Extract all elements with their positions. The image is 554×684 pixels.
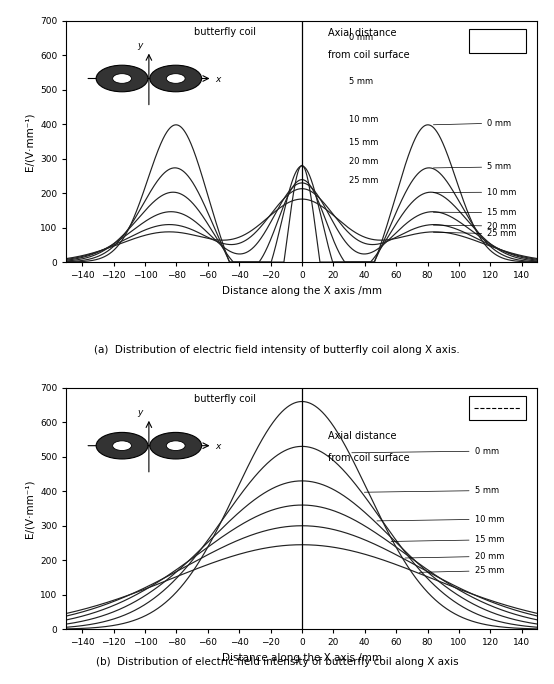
Text: x: x [215, 75, 220, 84]
Text: 15 mm: 15 mm [349, 138, 378, 147]
Text: butterfly coil: butterfly coil [194, 394, 255, 404]
X-axis label: Distance along the X axis /mm: Distance along the X axis /mm [222, 653, 382, 663]
Text: (b)  Distribution of electric field intensity of butterfly coil along X axis: (b) Distribution of electric field inten… [96, 657, 458, 667]
Circle shape [112, 74, 131, 83]
Text: 20 mm: 20 mm [405, 552, 504, 561]
Text: 20 mm: 20 mm [349, 157, 378, 166]
Text: 15 mm: 15 mm [391, 536, 504, 544]
Circle shape [96, 432, 148, 459]
Text: 10 mm: 10 mm [377, 514, 504, 524]
Circle shape [150, 432, 202, 459]
Y-axis label: E/(V·mm⁻¹): E/(V·mm⁻¹) [24, 479, 35, 538]
Text: 10 mm: 10 mm [433, 187, 516, 197]
Text: 0 mm: 0 mm [352, 447, 499, 456]
Text: from coil surface: from coil surface [328, 453, 409, 463]
Text: Axial distance: Axial distance [328, 431, 396, 441]
Text: 5 mm: 5 mm [433, 162, 511, 172]
Y-axis label: E/(V·mm⁻¹): E/(V·mm⁻¹) [24, 112, 35, 170]
Circle shape [150, 65, 202, 92]
Text: 15 mm: 15 mm [433, 208, 516, 217]
Text: 5 mm: 5 mm [349, 77, 373, 86]
Text: 10 mm: 10 mm [349, 116, 378, 124]
Text: 25 mm: 25 mm [349, 176, 378, 185]
Text: 0 mm: 0 mm [433, 118, 511, 128]
Circle shape [166, 74, 185, 83]
Text: y: y [137, 41, 142, 51]
Text: butterfly coil: butterfly coil [194, 27, 255, 36]
Text: (a)  Distribution of electric field intensity of butterfly coil along X axis.: (a) Distribution of electric field inten… [94, 345, 460, 356]
FancyBboxPatch shape [469, 396, 526, 421]
Text: 25 mm: 25 mm [433, 229, 516, 239]
Text: 20 mm: 20 mm [433, 222, 516, 231]
Text: x: x [215, 443, 220, 451]
Text: Axial distance: Axial distance [328, 28, 396, 38]
Text: y: y [137, 408, 142, 417]
Circle shape [112, 441, 131, 451]
Text: 25 mm: 25 mm [419, 566, 504, 575]
Text: 5 mm: 5 mm [365, 486, 499, 495]
Circle shape [166, 441, 185, 451]
FancyBboxPatch shape [469, 29, 526, 53]
X-axis label: Distance along the X axis /mm: Distance along the X axis /mm [222, 286, 382, 295]
Text: 0 mm: 0 mm [349, 33, 373, 42]
Text: from coil surface: from coil surface [328, 49, 409, 60]
Circle shape [96, 65, 148, 92]
